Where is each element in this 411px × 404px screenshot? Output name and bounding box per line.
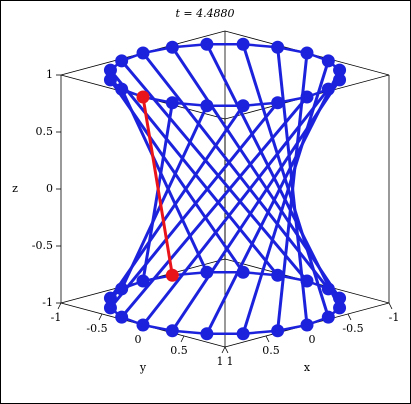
top-point: [165, 96, 179, 110]
segment: [120, 88, 209, 273]
top-point: [136, 46, 150, 60]
segment: [241, 60, 330, 335]
top-point: [271, 40, 285, 54]
top-point: [271, 96, 285, 110]
top-point: [321, 82, 335, 96]
segment: [109, 69, 279, 277]
x-tick-label: 0.5: [262, 344, 280, 357]
top-point: [115, 54, 129, 68]
bottom-point: [136, 318, 150, 332]
segment: [205, 69, 341, 335]
bottom-point: [165, 268, 179, 282]
x-tick-label: 0: [309, 333, 316, 346]
top-point: [136, 90, 150, 104]
y-tick: [57, 302, 62, 310]
bottom-point: [200, 327, 214, 341]
bottom-point: [300, 274, 314, 288]
bottom-point: [300, 318, 314, 332]
y-tick: [180, 335, 185, 343]
segment: [171, 79, 341, 332]
top-point: [165, 40, 179, 54]
top-point: [300, 90, 314, 104]
segment: [109, 101, 279, 309]
bottom-point: [321, 310, 335, 324]
x-tick: [265, 335, 270, 343]
bottom-point: [165, 324, 179, 338]
top-point: [333, 63, 347, 77]
bottom-point: [136, 274, 150, 288]
x-tick-label: -1: [389, 311, 400, 324]
segment: [120, 59, 309, 282]
bottom-point: [333, 301, 347, 315]
top-point: [333, 73, 347, 87]
x-tick: [224, 346, 229, 354]
top-point: [236, 37, 250, 51]
bottom-point: [271, 324, 285, 338]
y-tick-label: 1: [217, 355, 224, 368]
segment: [109, 104, 245, 299]
y-tick-label: 0: [135, 333, 142, 346]
top-point: [321, 54, 335, 68]
bottom-point: [236, 265, 250, 279]
x-tick-label: -0.5: [342, 322, 363, 335]
bottom-point: [321, 282, 335, 296]
segment: [141, 88, 330, 326]
x-tick: [347, 313, 352, 321]
segment: [120, 105, 209, 290]
z-tick-label: -1: [42, 296, 53, 309]
top-point: [103, 63, 117, 77]
chart-title: t = 4.4880: [175, 7, 234, 20]
z-tick-label: 0: [46, 182, 53, 195]
bottom-point: [115, 310, 129, 324]
y-tick-label: -0.5: [86, 322, 107, 335]
segment: [120, 96, 309, 319]
segment: [141, 52, 330, 290]
bottom-point: [115, 282, 129, 296]
x-axis-label: x: [304, 361, 311, 374]
z-tick-label: -0.5: [32, 239, 53, 252]
y-tick: [98, 313, 103, 321]
bottom-point: [103, 301, 117, 315]
y-tick-label: 0.5: [170, 344, 188, 357]
top-point: [300, 46, 314, 60]
y-tick-label: -1: [51, 311, 62, 324]
top-point: [236, 99, 250, 113]
bottom-point: [200, 265, 214, 279]
z-tick-label: 0.5: [36, 125, 54, 138]
z-tick-label: 1: [46, 68, 53, 81]
top-point: [200, 37, 214, 51]
x-tick-label: 1: [227, 355, 234, 368]
top-point: [103, 73, 117, 87]
y-tick: [221, 346, 226, 354]
highlight-segment: [141, 96, 174, 276]
z-axis-label: z: [12, 182, 18, 195]
x-tick: [388, 302, 393, 310]
top-point: [115, 82, 129, 96]
y-axis-label: y: [139, 361, 147, 374]
segment: [171, 46, 341, 299]
bottom-point: [333, 291, 347, 305]
bottom-point: [271, 268, 285, 282]
bottom-point: [103, 291, 117, 305]
top-point: [200, 99, 214, 113]
bottom-point: [236, 327, 250, 341]
